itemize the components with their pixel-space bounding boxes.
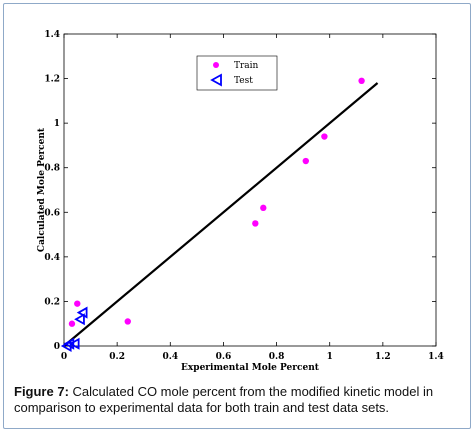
train-point [124, 318, 131, 325]
y-axis: 0 0.2 0.4 0.6 0.8 1 1.2 1.4 [44, 30, 436, 352]
train-point [252, 220, 259, 227]
x-tick-label: 0.6 [216, 352, 232, 362]
x-tick-label: 0.8 [269, 352, 285, 362]
x-tick-label: 1.2 [375, 352, 391, 362]
x-axis-title: Experimental Mole Percent [181, 363, 320, 373]
fit-line [63, 82, 379, 347]
train-point [260, 204, 267, 212]
y-tick-label: 0 [54, 342, 60, 352]
legend-test-marker [210, 73, 222, 87]
x-tick-label: 0.4 [162, 352, 178, 362]
data-markers [60, 77, 365, 353]
x-tick-label: 1.4 [428, 352, 444, 362]
y-tick-label: 1.4 [44, 30, 60, 40]
figure-caption: Figure 7: Calculated CO mole percent fro… [14, 384, 460, 416]
caption-text: Calculated CO mole percent from the modi… [14, 384, 434, 415]
y-tick-label: 1 [54, 119, 60, 129]
test-point [63, 337, 75, 350]
y-tick-label: 0.2 [44, 297, 60, 307]
scatter-chart: 0 0.2 0.4 0.6 0.8 1 1.2 1.4 0 0.2 0.4 0.6 0.8 1 1.2 1.… [37, 30, 444, 373]
y-tick-label: 0.8 [44, 164, 60, 174]
test-point [74, 313, 85, 326]
legend: Train Test [196, 55, 278, 91]
test-point [76, 306, 88, 319]
train-point [68, 320, 76, 327]
legend-box [196, 55, 278, 91]
test-point [68, 337, 80, 350]
train-point [302, 157, 309, 165]
train-point [358, 77, 365, 85]
caption-label: Figure 7: [14, 384, 69, 399]
legend-train-marker [213, 62, 219, 68]
x-tick-label: 0 [61, 352, 67, 362]
y-tick-label: 0.6 [44, 208, 60, 218]
y-tick-label: 1.2 [44, 75, 60, 85]
x-tick-label: 1 [327, 352, 333, 362]
x-axis: 0 0.2 0.4 0.6 0.8 1 1.2 1.4 [61, 34, 444, 362]
x-tick-label: 0.2 [109, 352, 125, 362]
y-axis-title: Calculated Mole Percent [37, 127, 47, 252]
legend-test-label: Test [234, 76, 253, 86]
y-tick-label: 0.4 [44, 253, 60, 263]
train-point [321, 133, 328, 140]
legend-train-label: Train [234, 61, 259, 71]
train-point [74, 300, 81, 307]
